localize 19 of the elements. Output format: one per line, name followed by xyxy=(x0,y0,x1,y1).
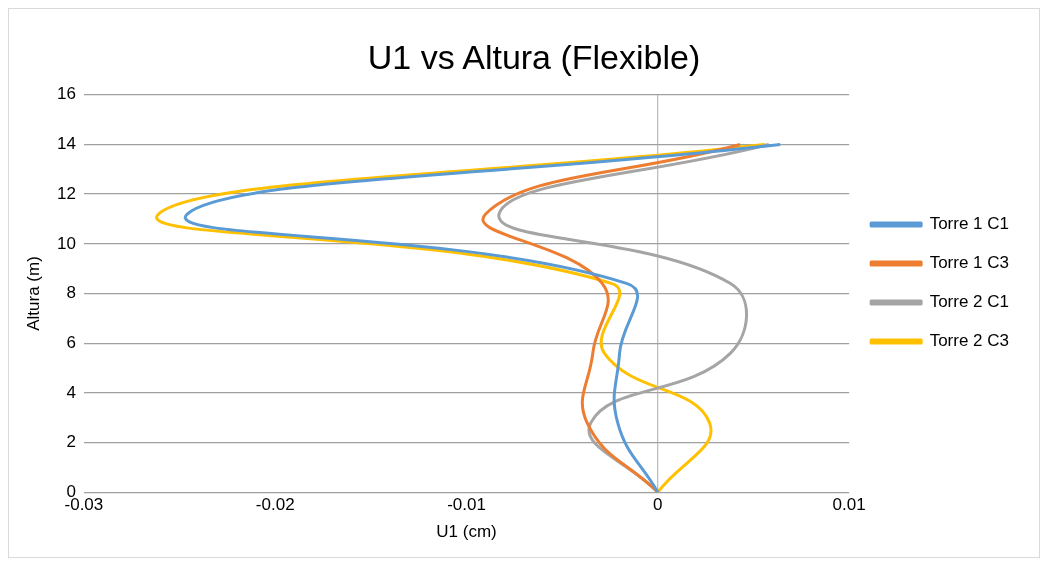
y-tick-label: 2 xyxy=(66,432,76,452)
y-tick-label: 6 xyxy=(66,332,76,352)
legend-label: Torre 1 C3 xyxy=(929,253,1010,273)
x-tick-label: 0.01 xyxy=(832,495,866,515)
y-tick-label: 12 xyxy=(56,183,76,203)
y-tick-label: 10 xyxy=(56,233,76,253)
x-tick-label: -0.01 xyxy=(447,495,486,515)
y-tick-label: 4 xyxy=(66,382,76,402)
legend-label: Torre 2 C1 xyxy=(929,292,1010,312)
legend-label: Torre 2 C3 xyxy=(929,331,1010,351)
legend-label: Torre 1 C1 xyxy=(929,214,1010,234)
x-tick-label: 0 xyxy=(653,495,663,515)
y-axis-title: Altura (m) xyxy=(23,256,43,331)
chart-title: U1 vs Altura (Flexible) xyxy=(367,37,701,76)
y-tick-label: 14 xyxy=(56,134,76,154)
x-tick-label: -0.02 xyxy=(255,495,295,515)
y-tick-label: 8 xyxy=(66,283,76,303)
x-axis-title: U1 (cm) xyxy=(436,522,497,542)
y-tick-label: 16 xyxy=(56,84,76,104)
